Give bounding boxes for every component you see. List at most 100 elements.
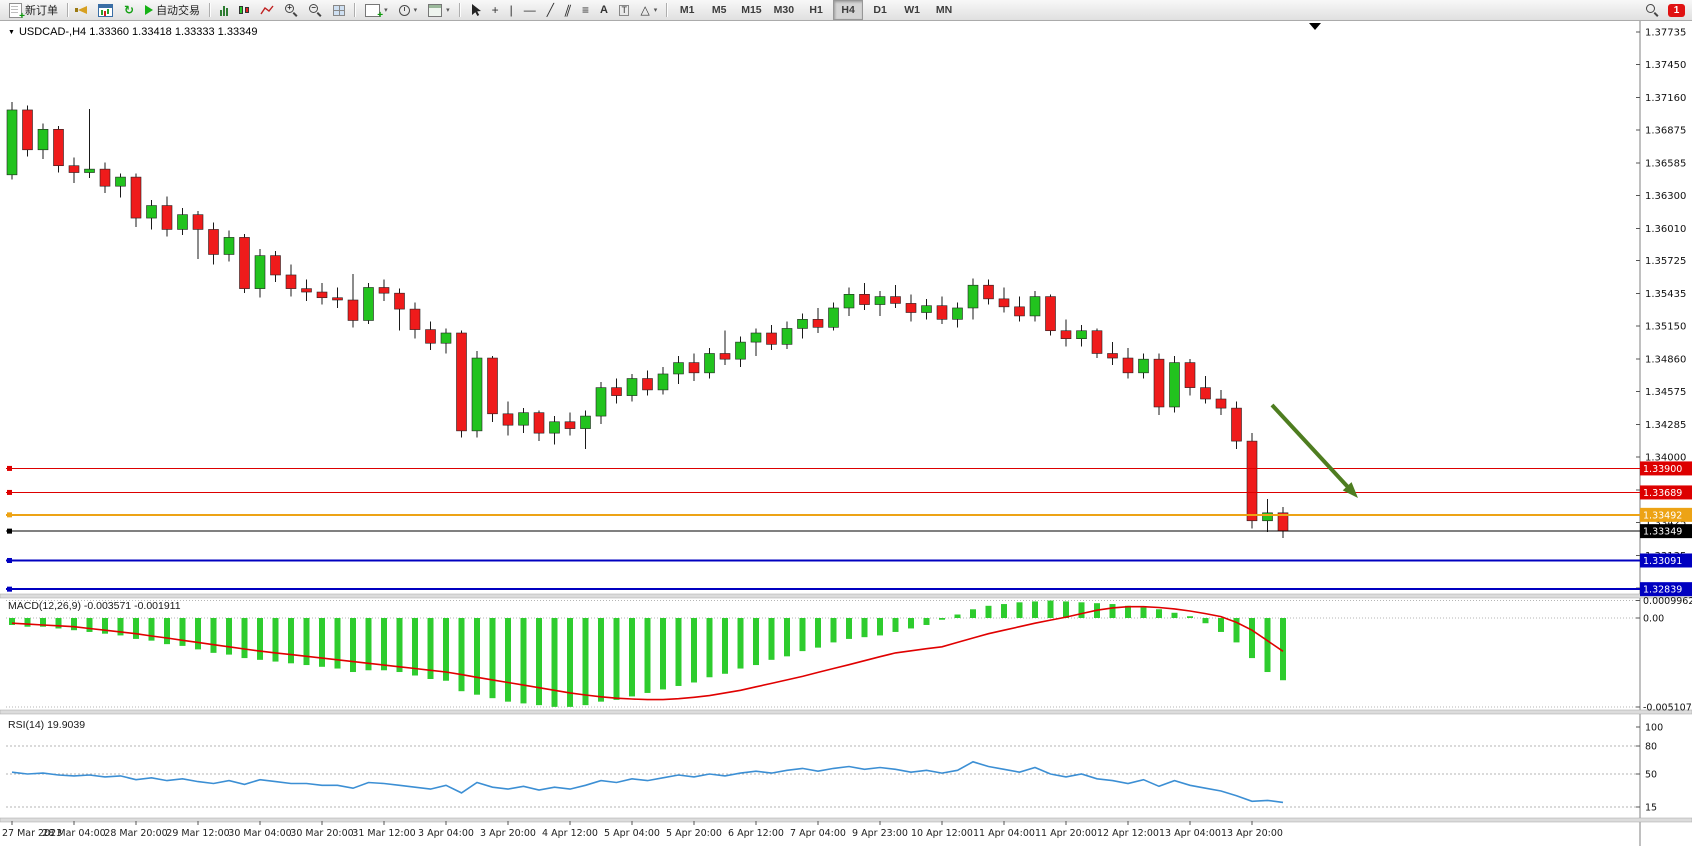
candle-body-bear [1014, 306, 1025, 317]
macd-histogram-bar [520, 618, 527, 704]
candle-body-bull [1169, 362, 1180, 408]
autotrading-button[interactable]: 自动交易 [140, 0, 205, 20]
refresh-button[interactable]: ↻ [119, 0, 139, 20]
line-chart-button[interactable] [255, 0, 279, 20]
macd-histogram-bar [1063, 601, 1069, 618]
new-order-label: 新订单 [25, 5, 58, 17]
plus-icon: + [19, 10, 25, 22]
candle-body-bear [270, 255, 281, 276]
trend-arrow[interactable] [1270, 403, 1353, 493]
macd-histogram-bar [1109, 604, 1116, 618]
candle-body-bear [99, 168, 111, 187]
candle-body-bear [130, 176, 142, 219]
macd-histogram-bar [1249, 618, 1255, 659]
candle-body-bear [208, 229, 219, 255]
trend-arrow-head[interactable] [1342, 482, 1358, 498]
symbol-info[interactable]: ▼ USDCAD-,H4 1.33360 1.33418 1.33333 1.3… [8, 26, 257, 38]
candle-body-bear [1045, 296, 1056, 332]
time-axis-label: 4 Apr 12:00 [542, 828, 598, 839]
new-chart-button[interactable] [93, 0, 118, 20]
cursor-tool-button[interactable] [465, 0, 486, 20]
rsi-line [11, 760, 1284, 804]
candlestick-chart-button[interactable] [234, 0, 254, 20]
horizontal-line-tool-button[interactable]: — [519, 0, 541, 20]
timeframe-button-m15[interactable]: M15 [741, 4, 762, 16]
crosshair-tool-button[interactable]: + [487, 0, 504, 20]
line-handle[interactable] [7, 528, 12, 534]
panel-divider-macd[interactable] [0, 593, 1692, 599]
panel-divider-time-axis[interactable] [0, 817, 1692, 823]
time-axis-label: 31 Mar 12:00 [352, 828, 415, 839]
clock-icon [398, 4, 410, 16]
bar-chart-button[interactable] [215, 0, 233, 20]
trendline-tool-button[interactable]: ╱ [542, 0, 559, 20]
line-handle[interactable] [7, 586, 12, 592]
refresh-icon: ↻ [124, 3, 135, 17]
macd-histogram-bar [226, 618, 232, 655]
search-button[interactable] [1641, 0, 1664, 20]
timeframe-button-h1[interactable]: H1 [809, 4, 823, 16]
timeframe-button-m30[interactable]: M30 [773, 4, 795, 16]
macd-label: MACD(12,26,9) -0.003571 -0.001911 [8, 600, 181, 612]
macd-histogram-bar [288, 618, 294, 664]
macd-histogram-bar [1280, 618, 1286, 681]
price-axis-label: 1.34860 [1645, 355, 1686, 366]
candle-body-bear [1060, 330, 1072, 339]
line-handle[interactable] [7, 512, 12, 518]
shapes-tool-button[interactable]: △ ▾ [635, 0, 662, 20]
macd-histogram-bar [923, 618, 930, 625]
autotrading-label: 自动交易 [156, 5, 201, 17]
macd-histogram-bar [474, 618, 480, 695]
timeframe-button-m5[interactable]: M5 [711, 4, 727, 16]
line-handle[interactable] [7, 465, 12, 471]
candle-body-bear [890, 296, 901, 304]
tile-windows-button[interactable] [328, 0, 350, 20]
time-axis-label: 29 Mar 12:00 [166, 828, 229, 839]
chart-shift-marker[interactable] [1309, 23, 1321, 30]
label-tool-button[interactable]: T [614, 0, 635, 20]
periods-button[interactable]: ▾ [394, 0, 423, 20]
candle-body-bull [921, 305, 932, 313]
candle-body-bear [53, 128, 64, 167]
macd-histogram-bar [102, 618, 108, 634]
template-icon [428, 3, 443, 17]
fibonacci-tool-button[interactable]: ≡ [577, 0, 594, 20]
separator [67, 3, 69, 17]
notification-badge[interactable]: 1 [1668, 3, 1685, 17]
timeframe-button-h4[interactable]: H4 [833, 0, 864, 20]
vertical-line-tool-button[interactable]: | [505, 0, 518, 20]
line-chart-icon [260, 5, 274, 15]
expand-ohlc-icon[interactable]: ▼ [8, 28, 15, 36]
new-order-button[interactable]: + 新订单 [4, 0, 63, 22]
price-badge-label: 1.32839 [1643, 585, 1682, 596]
timeframe-button-m1[interactable]: M1 [679, 4, 695, 16]
timeframe-button-mn[interactable]: MN [935, 4, 953, 16]
price-axis-label: 1.36875 [1645, 125, 1686, 136]
panel-divider-rsi[interactable] [0, 709, 1692, 715]
zoom-out-button[interactable]: − [304, 0, 327, 20]
macd-histogram-bar [40, 618, 46, 627]
channel-tool-button[interactable]: ∥ [560, 0, 576, 20]
macd-histogram-bar [660, 618, 666, 690]
line-handle[interactable] [7, 489, 12, 495]
text-tool-button[interactable]: A [595, 0, 613, 20]
candle-body-bull [1076, 330, 1087, 339]
cursor-icon [471, 4, 481, 16]
timeframe-button-d1[interactable]: D1 [873, 4, 887, 16]
candle-body-bull [549, 421, 560, 434]
price-axis-label: 1.37450 [1645, 60, 1686, 71]
candle-body-bear [394, 292, 405, 310]
zoom-in-button[interactable]: + [280, 0, 303, 20]
time-axis-label: 30 Mar 04:00 [228, 828, 291, 839]
templates-button[interactable]: ▾ [423, 0, 455, 20]
new-order-icon: + [9, 2, 25, 22]
macd-histogram-bar [582, 618, 589, 706]
timeframe-button-w1[interactable]: W1 [904, 4, 920, 16]
alerts-button[interactable] [73, 0, 92, 20]
line-handle[interactable] [7, 557, 12, 563]
price-axis-label: 1.33425 [1645, 518, 1686, 529]
indicators-button[interactable]: + ▾ [360, 0, 393, 20]
price-badge [1640, 485, 1692, 500]
candle-body-bear [564, 421, 576, 429]
time-axis-label: 11 Apr 04:00 [973, 828, 1035, 839]
